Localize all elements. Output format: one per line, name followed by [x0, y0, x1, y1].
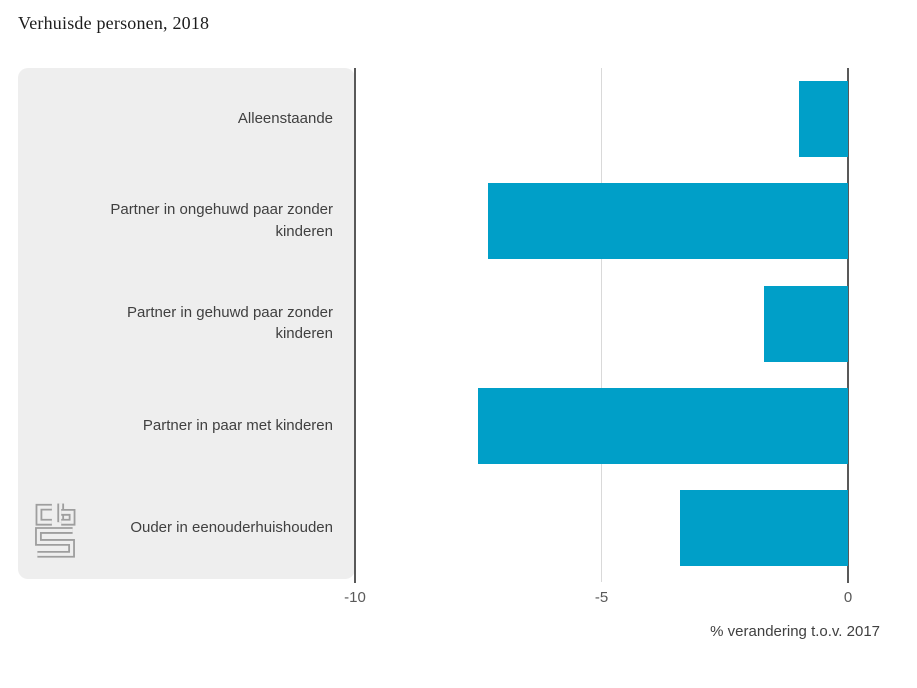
bar-1: [798, 81, 848, 158]
x-tick-label: 0: [843, 589, 853, 606]
grid-line: [601, 68, 602, 582]
x-axis-title: % verandering t.o.v. 2017: [710, 623, 880, 640]
bar-2: [488, 183, 848, 260]
category-label: Partner in gehuwd paar zonder kinderen: [127, 303, 333, 343]
category-label: Partner in ongehuwd paar zonder kinderen: [110, 201, 333, 241]
category-label: Ouder in eenouderhuishouden: [130, 518, 333, 536]
axis-line: [847, 68, 849, 583]
x-tick-label: -5: [594, 589, 609, 606]
chart-title: Verhuisde personen, 2018: [18, 13, 210, 33]
cbs-logo-icon: [35, 503, 76, 558]
bar-5: [680, 489, 848, 566]
category-label: Partner in paar met kinderen: [142, 416, 333, 434]
axis-line: [354, 68, 356, 583]
bar-4: [478, 387, 848, 464]
category-label: Alleenstaande: [237, 110, 333, 128]
bar-3: [764, 285, 848, 362]
x-tick-label: -10: [344, 589, 366, 606]
category-label-panel: [18, 68, 355, 579]
